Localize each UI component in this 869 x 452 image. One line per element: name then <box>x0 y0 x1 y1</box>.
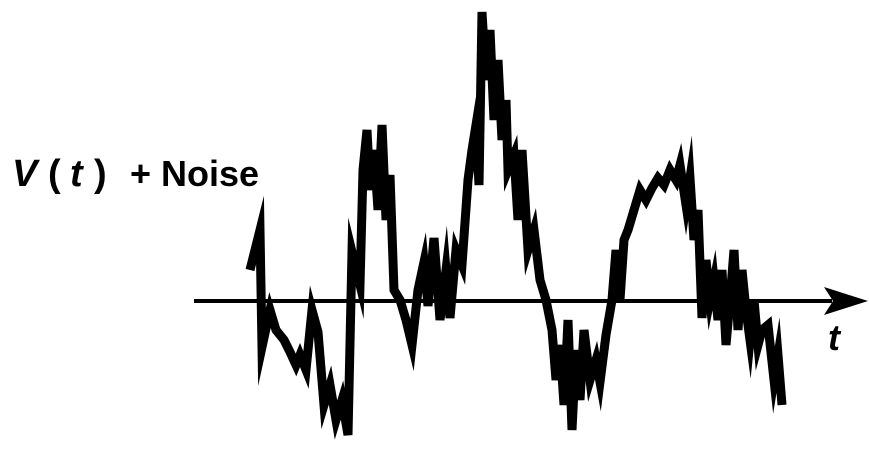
time-axis-label: t <box>828 317 842 358</box>
signal-label-close-paren: ) <box>94 153 107 195</box>
signal-label-plus-noise: + Noise <box>130 153 259 194</box>
time-axis-arrowhead <box>824 287 868 315</box>
noisy-waveform <box>245 11 787 440</box>
signal-label-open-paren: ( <box>48 153 61 195</box>
signal-label-v: V <box>12 153 40 195</box>
signal-label: V ( t ) + Noise <box>12 153 259 195</box>
signal-label-t: t <box>70 153 84 195</box>
